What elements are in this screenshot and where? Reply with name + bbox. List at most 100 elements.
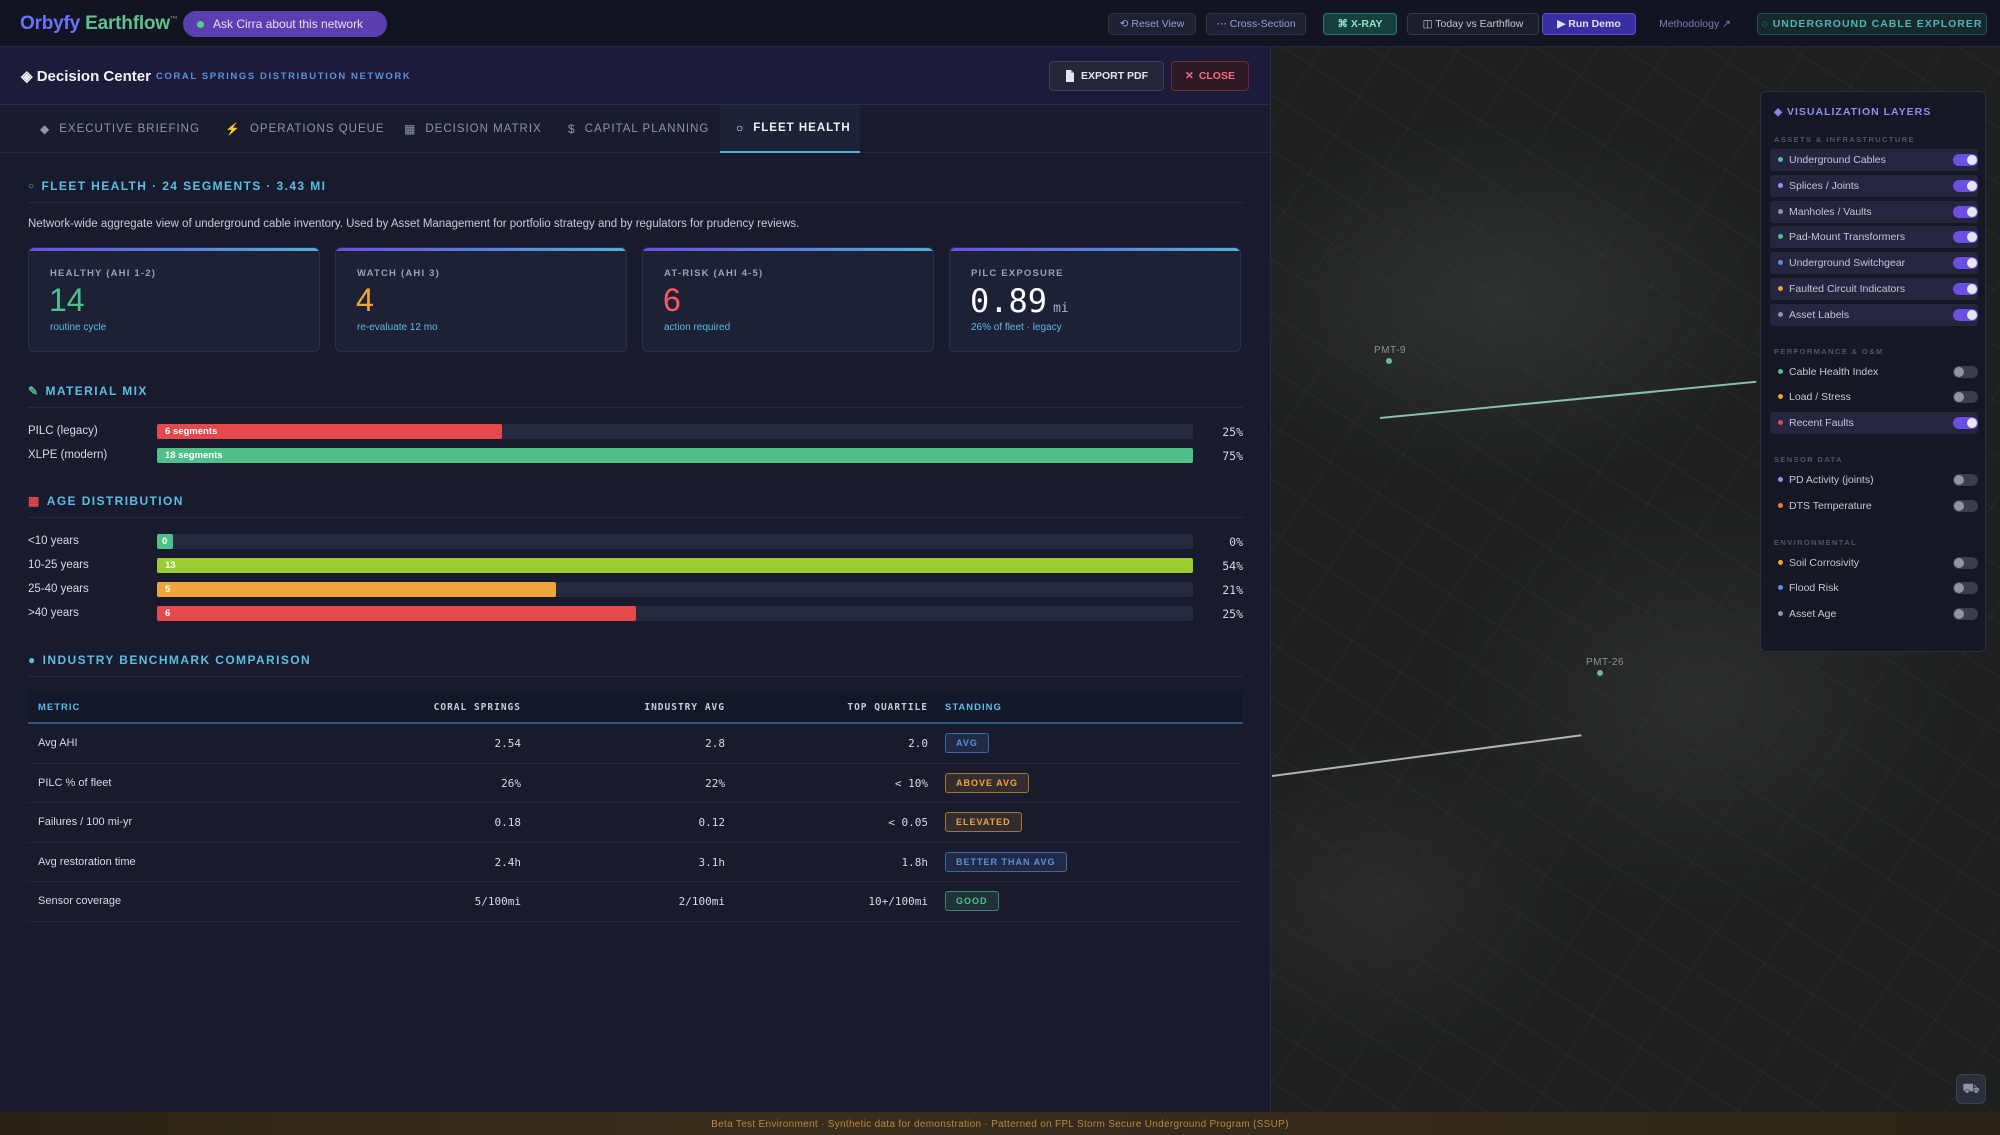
tab-fleet-health[interactable]: ○ FLEET HEALTH xyxy=(720,105,860,153)
panel-title: ◈ Decision Center xyxy=(21,68,151,85)
layer-toggle-row[interactable]: Splices / Joints xyxy=(1770,174,1978,197)
calendar-icon: ▦ xyxy=(28,494,41,508)
layer-toggle-row[interactable]: Manholes / Vaults xyxy=(1770,200,1978,223)
map-footer-strip xyxy=(0,1112,2000,1135)
layer-label: Recent Faults xyxy=(1789,417,1854,430)
layer-toggle-row[interactable]: PD Activity (joints) xyxy=(1770,469,1978,491)
layer-toggle-switch[interactable] xyxy=(1953,556,1978,569)
layer-color-dot xyxy=(1778,260,1783,266)
layer-toggle-row[interactable]: Underground Switchgear xyxy=(1770,252,1978,275)
layer-label: Flood Risk xyxy=(1789,582,1839,595)
today-vs-earthflow-button[interactable]: ◫ Today vs Earthflow xyxy=(1407,13,1539,35)
layer-toggle-row[interactable]: Asset Age xyxy=(1770,603,1978,625)
layer-toggle-row[interactable]: Asset Labels xyxy=(1770,303,1978,326)
layer-toggle-row[interactable]: Cable Health Index xyxy=(1770,361,1978,383)
layer-toggle-row[interactable]: Load / Stress xyxy=(1770,386,1978,408)
grid-icon: ▦ xyxy=(404,122,417,136)
layer-toggle-switch[interactable] xyxy=(1953,283,1978,295)
layer-toggle-switch[interactable] xyxy=(1953,417,1978,430)
fleet-health-title: ○ FLEET HEALTH · 24 SEGMENTS · 3.43 MI xyxy=(28,179,327,193)
reset-view-button[interactable]: ⟲ Reset View xyxy=(1108,13,1196,35)
layer-group-title: ENVIRONMENTAL xyxy=(1774,537,1858,547)
layer-label: Asset Age xyxy=(1789,608,1837,621)
layer-group-title: PERFORMANCE & O&M xyxy=(1774,346,1884,356)
tab-capital-planning[interactable]: $ CAPITAL PLANNING xyxy=(568,122,710,136)
metric-cell: Sensor coverage xyxy=(38,895,122,907)
layer-toggle-row[interactable]: Soil Corrosivity xyxy=(1770,552,1978,574)
layer-group-title: SENSOR DATA xyxy=(1774,455,1843,464)
beta-notice: Beta Test Environment · Synthetic data f… xyxy=(711,1119,1289,1130)
table-header: METRIC CORAL SPRINGS INDUSTRY AVG TOP QU… xyxy=(28,690,1243,724)
material-bar: 6 segments xyxy=(157,424,502,439)
toggle-knob xyxy=(1954,475,1964,485)
age-bar-track: 5 xyxy=(157,582,1193,597)
layer-toggle-switch[interactable] xyxy=(1953,179,1978,192)
cable-line[interactable] xyxy=(1379,380,1757,419)
layer-toggle-row[interactable]: Underground Cables xyxy=(1770,149,1978,171)
vehicle-icon[interactable]: ⛟ xyxy=(1956,1074,1986,1104)
tab-operations-queue[interactable]: ⚡ OPERATIONS QUEUE xyxy=(225,122,385,136)
panel-subtitle: CORAL SPRINGS DISTRIBUTION NETWORK xyxy=(156,71,412,82)
tab-decision-matrix[interactable]: ▦ DECISION MATRIX xyxy=(404,122,542,136)
layer-toggle-switch[interactable] xyxy=(1953,154,1978,166)
top-quartile-cell: 1.8h xyxy=(901,855,929,869)
table-row: Sensor coverage 5/100mi 2/100mi 10+/100mi GO… xyxy=(28,882,1243,922)
layer-toggle-switch[interactable] xyxy=(1953,231,1978,244)
export-pdf-button[interactable]: EXPORT PDF xyxy=(1049,61,1164,91)
layer-toggle-switch[interactable] xyxy=(1953,608,1978,621)
layer-color-dot xyxy=(1778,502,1783,508)
layer-group-title: ASSETS & INFRASTRUCTURE xyxy=(1774,135,1915,144)
material-percent: 75% xyxy=(1222,449,1243,463)
divider xyxy=(28,202,1243,203)
layer-toggle-switch[interactable] xyxy=(1953,391,1978,404)
close-button[interactable]: ✕ CLOSE xyxy=(1171,61,1249,91)
layer-toggle-row[interactable]: Faulted Circuit Indicators xyxy=(1770,278,1978,300)
layer-toggle-row[interactable]: Pad-Mount Transformers xyxy=(1770,226,1978,249)
age-bar: 0 xyxy=(157,534,173,549)
cable-line[interactable] xyxy=(1271,734,1582,777)
coral-springs-cell: 5/100mi xyxy=(474,895,521,908)
ask-cirra-button[interactable]: Ask Cirra about this network xyxy=(183,11,387,37)
benchmark-table: METRIC CORAL SPRINGS INDUSTRY AVG TOP QU… xyxy=(28,690,1243,922)
close-icon: ✕ xyxy=(1185,70,1194,82)
layer-toggle-switch[interactable] xyxy=(1953,582,1978,595)
metric-cell: Failures / 100 mi-yr xyxy=(38,816,133,828)
layer-toggle-row[interactable]: Recent Faults xyxy=(1770,412,1978,435)
top-bar: Orbyfy Earthflow™ Ask Cirra about this n… xyxy=(0,0,2000,47)
layer-toggle-switch[interactable] xyxy=(1953,257,1978,270)
cross-section-button[interactable]: ⋯ Cross-Section xyxy=(1206,13,1306,35)
panel-header: ◈ Decision Center CORAL SPRINGS DISTRIBU… xyxy=(0,47,1270,105)
layer-toggle-switch[interactable] xyxy=(1953,499,1978,512)
tab-executive-briefing[interactable]: ◆ EXECUTIVE BRIEFING xyxy=(40,122,200,136)
industry-avg-cell: 22% xyxy=(705,776,725,790)
methodology-link[interactable]: Methodology ↗ xyxy=(1659,18,1731,30)
layer-label: Faulted Circuit Indicators xyxy=(1789,283,1906,295)
top-quartile-cell: < 0.05 xyxy=(888,816,928,829)
layer-toggle-switch[interactable] xyxy=(1953,205,1978,218)
layer-color-dot xyxy=(1778,157,1783,162)
layer-label: Underground Cables xyxy=(1789,154,1886,166)
status-badge: GOOD xyxy=(945,891,999,911)
layer-toggle-switch[interactable] xyxy=(1953,474,1978,486)
layer-toggle-row[interactable]: Flood Risk xyxy=(1770,577,1978,599)
age-label: >40 years xyxy=(28,607,79,619)
kpi-value: 0.89 mi xyxy=(970,282,1069,320)
status-badge: AVG xyxy=(945,733,989,753)
map-asset-marker[interactable] xyxy=(1386,358,1392,364)
age-bar-track: 13 xyxy=(157,558,1193,573)
layer-toggle-row[interactable]: DTS Temperature xyxy=(1770,495,1978,517)
visualization-layers-panel: ◈ VISUALIZATION LAYERS ASSETS & INFRASTR… xyxy=(1760,91,1986,652)
layer-color-dot xyxy=(1778,394,1783,400)
xray-button[interactable]: ⌘ X-RAY xyxy=(1323,13,1397,35)
toggle-knob xyxy=(1967,418,1977,429)
layer-toggle-switch[interactable] xyxy=(1953,308,1978,321)
age-bar-track: 0 xyxy=(157,534,1193,549)
decision-center-panel: ◈ Decision Center CORAL SPRINGS DISTRIBU… xyxy=(0,47,1271,1112)
toggle-knob xyxy=(1967,155,1977,165)
map-asset-marker[interactable] xyxy=(1597,670,1603,676)
layer-color-dot xyxy=(1778,368,1783,374)
run-demo-button[interactable]: ▶ Run Demo xyxy=(1542,13,1636,35)
diamond-icon: ◆ xyxy=(40,122,51,136)
layer-toggle-switch[interactable] xyxy=(1953,365,1978,378)
underground-cable-explorer-badge[interactable]: ◌ UNDERGROUND CABLE EXPLORER xyxy=(1757,13,1987,35)
